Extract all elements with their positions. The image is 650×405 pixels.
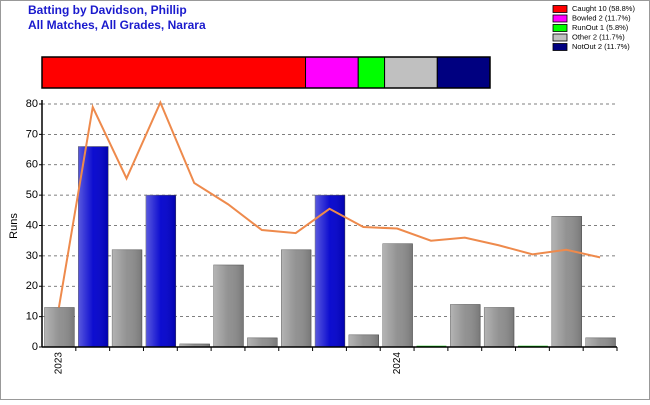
bar-shade <box>585 337 616 347</box>
bar-shade <box>44 307 75 347</box>
legend-swatch <box>552 14 568 23</box>
y-tick-label: 20 <box>26 280 38 292</box>
legend-label: Caught 10 (58.8%) <box>572 4 635 13</box>
bar-shade <box>112 249 142 347</box>
y-tick-label: 60 <box>26 159 38 171</box>
bar-shade <box>281 249 312 347</box>
y-tick-label: 30 <box>26 250 38 262</box>
y-tick-label: 80 <box>26 98 38 110</box>
dismissal-segment <box>305 56 359 89</box>
strip-border <box>41 56 491 89</box>
y-tick-label: 50 <box>26 189 38 201</box>
bar-shade <box>348 334 379 347</box>
bar-shade <box>382 243 413 347</box>
bar-shade <box>315 195 345 347</box>
y-axis-label: Runs <box>8 213 20 239</box>
dismissal-segment <box>436 56 491 89</box>
legend-label: NotOut 2 (11.7%) <box>572 42 630 51</box>
bar-shade <box>551 216 582 347</box>
x-tick-label: 2023 <box>54 352 65 375</box>
x-tick-label: 2024 <box>392 352 403 375</box>
legend-label: Bowled 2 (11.7%) <box>572 13 631 22</box>
y-tick-label: 40 <box>26 219 38 231</box>
bar-shade <box>484 307 515 347</box>
bar-shade <box>247 337 278 347</box>
bar-shade <box>213 264 244 347</box>
legend-swatch <box>552 24 568 32</box>
dismissal-segment <box>384 56 438 89</box>
average-line <box>57 99 601 308</box>
chart-subtitle: All Matches, All Grades, Narara <box>28 18 206 32</box>
bar-shade <box>179 343 210 347</box>
y-tick-label: 10 <box>26 311 38 323</box>
y-tick-label: 70 <box>26 128 38 140</box>
dismissal-segment <box>41 56 307 89</box>
chart-title: Batting by Davidson, Phillip <box>28 3 187 17</box>
legend-label: Other 2 (11.7%) <box>572 32 625 41</box>
dismissal-segment <box>357 56 386 89</box>
legend-label: RunOut 1 (5.8%) <box>572 23 629 32</box>
legend-swatch <box>552 33 568 42</box>
legend-swatch <box>552 43 568 51</box>
bar-shade <box>145 195 176 347</box>
bar-shade <box>450 304 481 347</box>
y-tick-label: 0 <box>32 341 38 353</box>
bar-shade <box>78 146 109 347</box>
legend-swatch <box>552 5 568 13</box>
